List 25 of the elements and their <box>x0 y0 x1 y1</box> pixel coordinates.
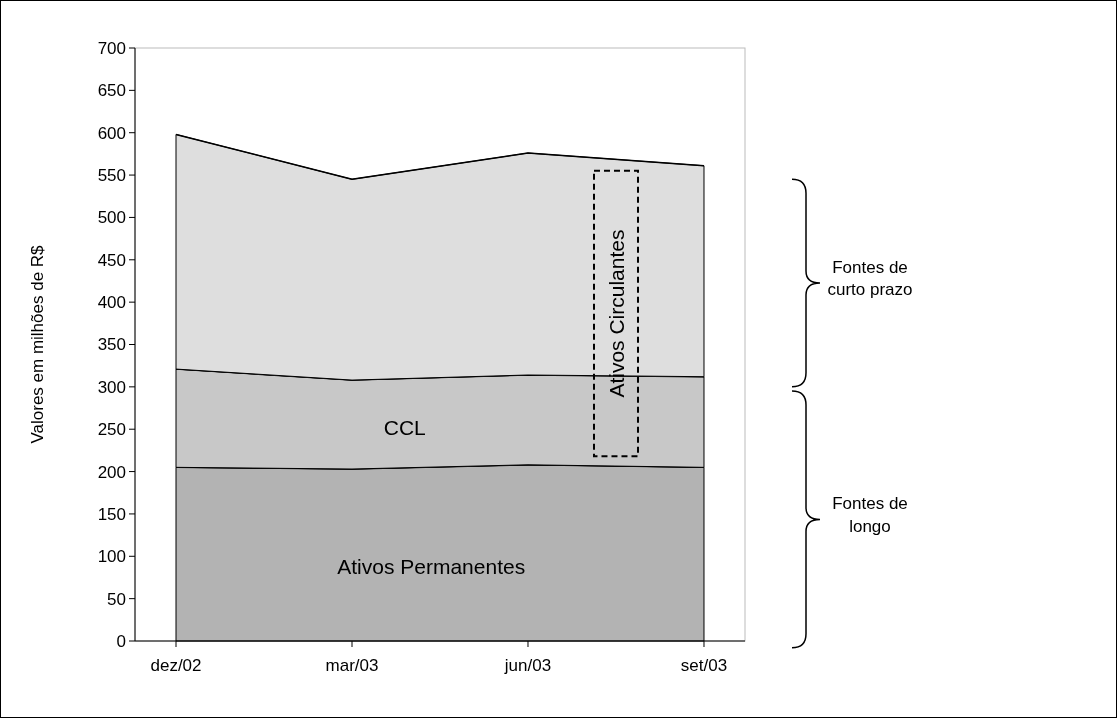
y-tick-label: 700 <box>97 38 126 58</box>
y-tick-label: 50 <box>107 589 126 609</box>
series-label: CCL <box>383 416 426 440</box>
y-tick-label: 450 <box>97 250 126 270</box>
y-tick-label: 400 <box>97 293 126 313</box>
x-tick-label: mar/03 <box>325 656 379 675</box>
series-label: Ativos Permanentes <box>337 555 526 579</box>
x-tick-label: set/03 <box>680 656 728 675</box>
y-tick-label: 200 <box>97 462 126 482</box>
y-axis-title: Valores em milhões de R$ <box>28 244 47 444</box>
y-tick-label: 650 <box>97 81 126 101</box>
y-tick-label: 600 <box>97 123 126 143</box>
y-tick-label: 350 <box>97 335 126 355</box>
y-tick-label: 300 <box>97 377 126 397</box>
series-label: Ativos Circulantes <box>605 229 628 398</box>
y-tick-label: 500 <box>97 208 126 228</box>
text: Fontes de curto prazo <box>827 258 913 300</box>
y-tick-label: 0 <box>116 631 126 651</box>
text: Fontes de longo <box>832 494 908 536</box>
y-tick-label: 250 <box>97 420 126 440</box>
x-tick-label: jun/03 <box>503 656 552 675</box>
y-tick-label: 550 <box>97 166 126 186</box>
y-tick-label: 100 <box>97 547 126 567</box>
y-tick-label: 150 <box>97 504 126 524</box>
x-tick-label: dez/02 <box>150 656 202 675</box>
